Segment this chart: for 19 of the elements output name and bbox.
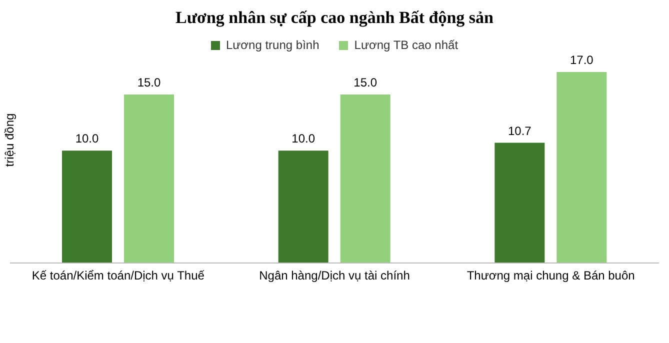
- x-tick-label: Ngân hàng/Dịch vụ tài chính: [259, 268, 410, 283]
- data-label: 10.0: [292, 132, 316, 146]
- data-label: 10.0: [75, 132, 99, 146]
- bar: [556, 72, 607, 263]
- data-label: 17.0: [570, 53, 594, 67]
- legend-label: Lương trung bình: [224, 38, 320, 52]
- x-tick-label: Thương mại chung & Bán buôn: [466, 268, 635, 283]
- chart-title: Lương nhân sự cấp cao ngành Bất động sản: [174, 8, 494, 28]
- bar: [62, 150, 112, 263]
- data-label: 15.0: [354, 75, 378, 90]
- y-axis-title: triệu đồng: [3, 113, 17, 167]
- bar: [278, 150, 328, 263]
- x-tick-label: Kế toán/Kiểm toán/Dịch vụ Thuế: [32, 268, 205, 283]
- bar: [494, 142, 545, 263]
- data-label: 15.0: [137, 75, 161, 90]
- bar: [124, 94, 174, 263]
- legend-label: Lương TB cao nhất: [353, 38, 458, 52]
- data-label: 10.7: [508, 124, 532, 138]
- bar: [340, 94, 390, 263]
